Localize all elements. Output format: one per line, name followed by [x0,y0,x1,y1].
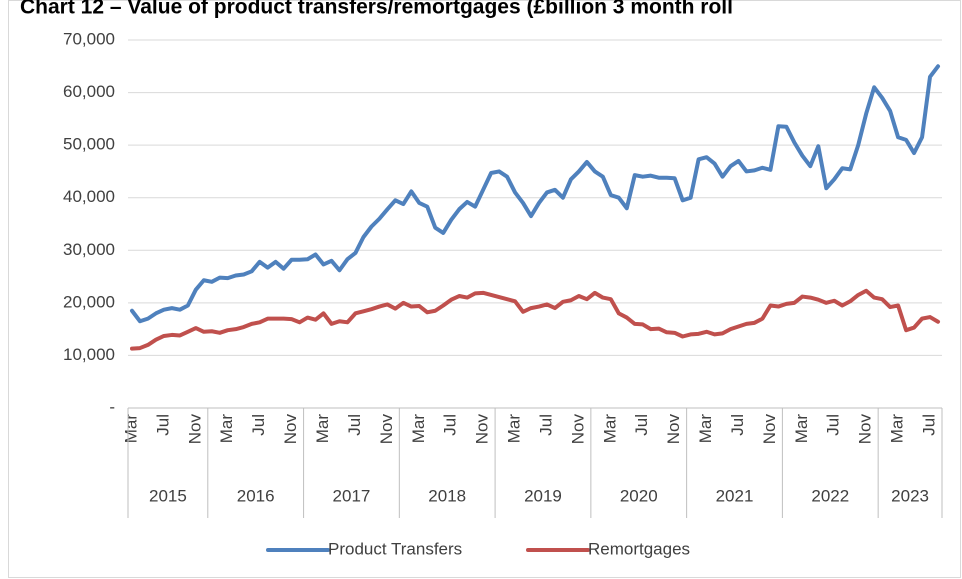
x-tick-label: Mar [217,414,236,444]
x-tick-label: Nov [185,414,204,445]
x-tick-label: Mar [888,414,907,444]
x-tick-label: Nov [856,414,875,445]
x-group-label: 2016 [237,486,275,505]
x-tick-label: Nov [377,414,396,445]
x-group-label: 2023 [891,486,929,505]
x-tick-label: Nov [760,414,779,445]
x-tick-label: Jul [441,414,460,436]
x-tick-label: Jul [920,414,939,436]
x-group-label: 2018 [428,486,466,505]
legend-label: Product Transfers [328,539,462,558]
x-group-label: 2020 [620,486,658,505]
x-group-label: 2017 [333,486,371,505]
legend-label: Remortgages [588,539,690,558]
x-tick-label: Jul [249,414,268,436]
x-group-label: 2019 [524,486,562,505]
y-tick-label: 30,000 [63,240,115,259]
x-tick-label: Jul [632,414,651,436]
chart-title: Chart 12 – Value of product transfers/re… [20,0,733,19]
x-tick-label: Nov [568,414,587,445]
y-tick-label: 40,000 [63,187,115,206]
x-group-label: 2022 [811,486,849,505]
x-tick-label: Jul [153,414,172,436]
x-tick-label: Jul [536,414,555,436]
x-tick-label: Mar [505,414,524,444]
x-tick-label: Mar [409,414,428,444]
y-tick-label: 70,000 [63,29,115,48]
x-tick-label: Mar [696,414,715,444]
x-tick-label: Mar [121,414,140,444]
y-tick-label: 10,000 [63,345,115,364]
x-group-label: 2015 [149,486,187,505]
x-tick-label: Mar [600,414,619,444]
y-tick-label: - [109,397,115,416]
series-line [129,64,941,324]
x-tick-label: Jul [824,414,843,436]
x-tick-label: Nov [473,414,492,445]
x-tick-label: Mar [313,414,332,444]
x-tick-label: Jul [345,414,364,436]
x-tick-label: Nov [281,414,300,445]
series-line [129,288,941,351]
y-tick-label: 20,000 [63,292,115,311]
x-tick-label: Jul [728,414,747,436]
chart-border [8,0,961,578]
y-tick-label: 50,000 [63,135,115,154]
x-tick-label: Nov [664,414,683,445]
x-tick-label: Mar [792,414,811,444]
x-group-label: 2021 [716,486,754,505]
y-tick-label: 60,000 [63,82,115,101]
